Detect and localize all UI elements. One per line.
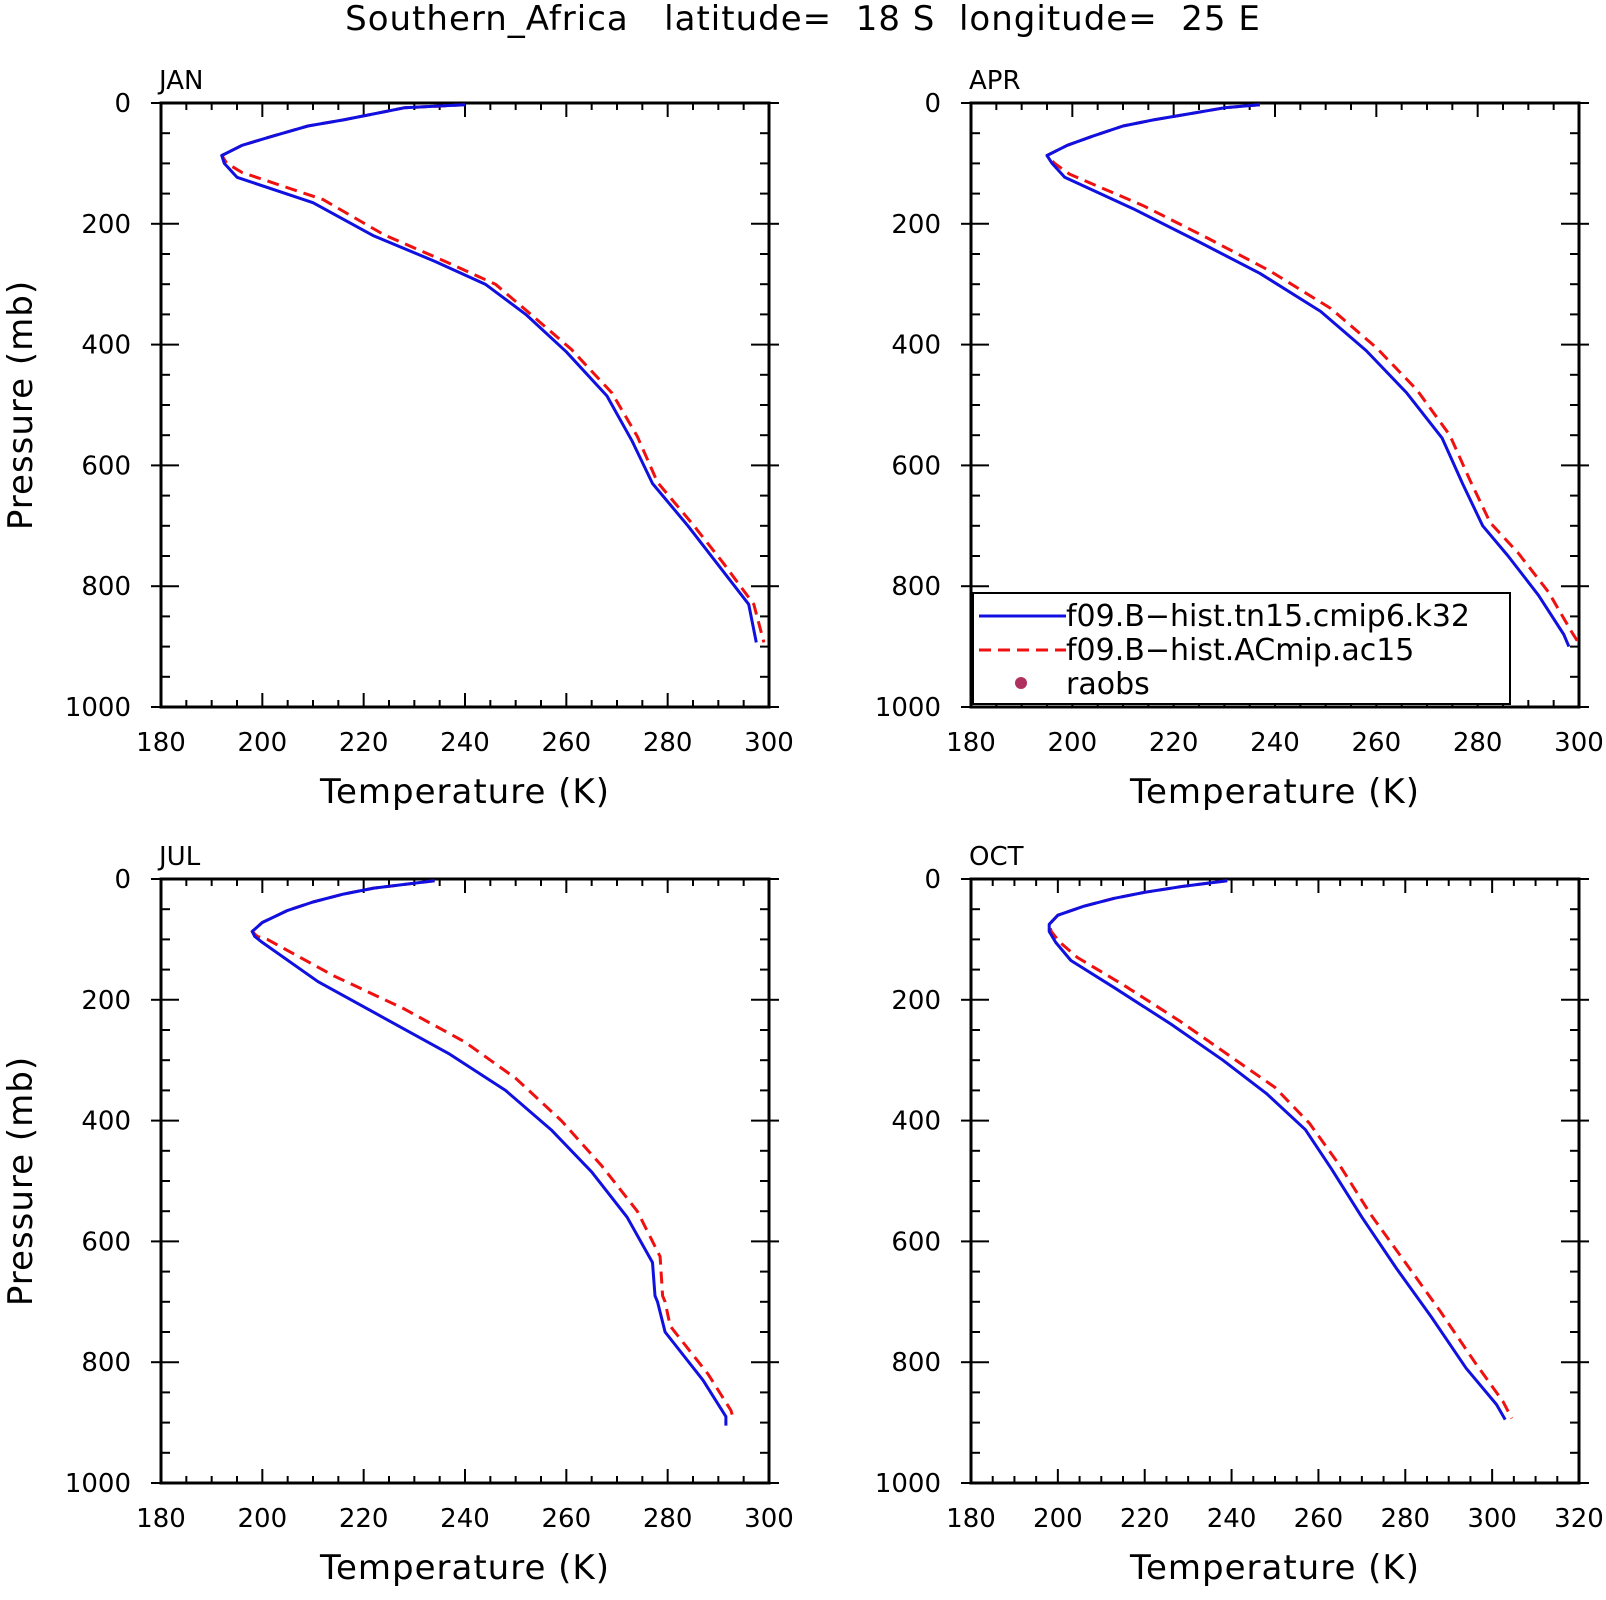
apr-xtick-label: 220 <box>1149 728 1199 758</box>
legend-label-model-b: f09.B−hist.ACmip.ac15 <box>1066 633 1414 668</box>
jan-xtick-label: 300 <box>744 728 794 758</box>
jan-xtick-label: 260 <box>542 728 592 758</box>
apr-ytick-label: 1000 <box>875 693 941 723</box>
jul-xtick-label: 260 <box>542 1504 592 1534</box>
apr-xtick-label: 260 <box>1352 728 1402 758</box>
oct-xtick-label: 300 <box>1467 1504 1517 1534</box>
jan-xtick-label: 280 <box>643 728 693 758</box>
jul-xtick-label: 220 <box>339 1504 389 1534</box>
oct-ytick-label: 0 <box>924 865 941 895</box>
oct-x-axis-label: Temperature (K) <box>1129 1548 1420 1588</box>
apr-ytick-label: 400 <box>891 331 941 361</box>
jan-xtick-label: 200 <box>238 728 288 758</box>
jul-frame <box>159 877 771 1485</box>
jul-xtick-label: 180 <box>136 1504 186 1534</box>
jul-ytick-label: 800 <box>81 1348 131 1378</box>
apr-panel-label: APR <box>969 66 1021 96</box>
panel-oct: 180 200 220 240 260 280 300 320 0 200 400 600 800 100… <box>875 842 1604 1588</box>
jan-series-k32-line <box>220 103 758 643</box>
oct-xtick-label: 200 <box>1033 1504 1083 1534</box>
oct-ytick-label: 800 <box>891 1348 941 1378</box>
jan-series-ac15-line <box>220 103 766 643</box>
legend-label-raobs: raobs <box>1066 667 1150 702</box>
apr-ytick-label: 200 <box>891 210 941 240</box>
legend-marker-raobs <box>1015 677 1027 689</box>
jul-ytick-label: 0 <box>114 865 131 895</box>
jan-xtick-label: 220 <box>339 728 389 758</box>
apr-ytick-label: 800 <box>891 572 941 602</box>
oct-xtick-label: 260 <box>1294 1504 1344 1534</box>
oct-ytick-label: 200 <box>891 986 941 1016</box>
jan-ytick-label: 200 <box>81 210 131 240</box>
apr-xtick-label: 280 <box>1453 728 1503 758</box>
jan-y-axis-label: Pressure (mb) <box>1 280 41 530</box>
jan-xtick-label: 180 <box>136 728 186 758</box>
oct-xtick-label: 320 <box>1554 1504 1604 1534</box>
apr-xtick-label: 200 <box>1048 728 1098 758</box>
jul-series-ac15-line <box>250 879 735 1420</box>
jul-x-axis-label: Temperature (K) <box>319 1548 610 1588</box>
apr-ytick-label: 0 <box>924 89 941 119</box>
oct-xtick-label: 240 <box>1207 1504 1257 1534</box>
legend: f09.B−hist.tn15.cmip6.k32 f09.B−hist.ACm… <box>972 592 1511 705</box>
oct-panel-label: OCT <box>969 842 1024 872</box>
apr-ytick-label: 600 <box>891 451 941 481</box>
oct-xtick-label: 180 <box>946 1504 996 1534</box>
jan-xtick-label: 240 <box>440 728 490 758</box>
legend-label-model-a: f09.B−hist.tn15.cmip6.k32 <box>1066 599 1470 634</box>
oct-ytick-label: 600 <box>891 1227 941 1257</box>
oct-series-k32-line <box>1047 879 1507 1421</box>
jan-x-axis-label: Temperature (K) <box>319 772 610 812</box>
jan-ytick-label: 0 <box>114 89 131 119</box>
oct-series-ac15-line <box>1047 879 1514 1420</box>
panel-jan: 180 200 220 240 260 280 300 0 200 400 600 800 1000 JA… <box>1 66 794 812</box>
jan-ytick-label: 600 <box>81 451 131 481</box>
jan-frame <box>159 101 771 709</box>
jul-ytick-label: 400 <box>81 1107 131 1137</box>
jan-ytick-label: 400 <box>81 331 131 361</box>
apr-xtick-label: 180 <box>946 728 996 758</box>
jul-series-k32-line <box>250 879 728 1426</box>
apr-x-axis-label: Temperature (K) <box>1129 772 1420 812</box>
jul-xtick-label: 280 <box>643 1504 693 1534</box>
apr-xtick-label: 240 <box>1250 728 1300 758</box>
oct-ytick-label: 1000 <box>875 1469 941 1499</box>
panel-jul: 180 200 220 240 260 280 300 0 200 400 600 800 1000 JU… <box>1 842 794 1588</box>
oct-xtick-label: 220 <box>1120 1504 1170 1534</box>
jan-ytick-label: 800 <box>81 572 131 602</box>
apr-xtick-label: 300 <box>1554 728 1604 758</box>
apr-series-ac15-line <box>1045 103 1581 645</box>
jul-xtick-label: 200 <box>238 1504 288 1534</box>
jul-xtick-label: 300 <box>744 1504 794 1534</box>
jul-ytick-label: 200 <box>81 986 131 1016</box>
oct-ytick-label: 400 <box>891 1107 941 1137</box>
jul-ytick-label: 1000 <box>65 1469 131 1499</box>
oct-xtick-label: 280 <box>1380 1504 1430 1534</box>
jul-panel-label: JUL <box>157 842 201 872</box>
jan-ytick-label: 1000 <box>65 693 131 723</box>
figure-title: Southern_Africa latitude= 18 S longitude… <box>345 0 1261 39</box>
jul-xtick-label: 240 <box>440 1504 490 1534</box>
jul-ytick-label: 600 <box>81 1227 131 1257</box>
apr-series-k32-line <box>1045 103 1571 648</box>
jul-y-axis-label: Pressure (mb) <box>1 1056 41 1306</box>
jan-panel-label: JAN <box>157 66 203 96</box>
